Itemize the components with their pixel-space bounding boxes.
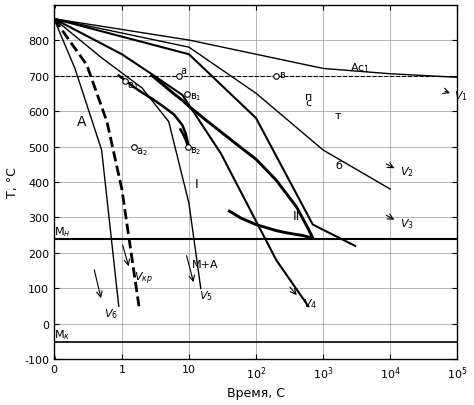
- Text: М$_к$: М$_к$: [54, 328, 70, 341]
- Text: $V_2$: $V_2$: [400, 165, 414, 179]
- Text: $V_5$: $V_5$: [199, 289, 213, 303]
- Text: $V_3$: $V_3$: [400, 216, 414, 230]
- Text: $V_1$: $V_1$: [454, 89, 468, 103]
- Text: I: I: [194, 178, 198, 191]
- Text: а$_1$: а$_1$: [127, 80, 139, 92]
- Text: $V_6$: $V_6$: [104, 307, 118, 320]
- Text: А: А: [77, 115, 86, 129]
- X-axis label: Время, С: Время, С: [227, 386, 285, 399]
- Text: а: а: [181, 66, 187, 76]
- Text: с: с: [305, 97, 311, 107]
- Text: в$_1$: в$_1$: [190, 91, 201, 102]
- Text: М$_н$: М$_н$: [54, 225, 71, 239]
- Text: Ас$_1$: Ас$_1$: [350, 61, 370, 75]
- Text: $V_{кр}$: $V_{кр}$: [134, 270, 153, 286]
- Text: т: т: [335, 111, 341, 121]
- Text: II: II: [292, 210, 300, 223]
- Text: п: п: [305, 92, 312, 101]
- Text: в$_2$: в$_2$: [190, 145, 201, 157]
- Text: б: б: [335, 160, 342, 171]
- Text: $V_4$: $V_4$: [303, 296, 317, 310]
- Text: M+A: M+A: [191, 260, 219, 269]
- Y-axis label: T, °C: T, °C: [6, 167, 18, 198]
- Text: в: в: [279, 70, 285, 79]
- Text: а$_2$: а$_2$: [136, 145, 147, 157]
